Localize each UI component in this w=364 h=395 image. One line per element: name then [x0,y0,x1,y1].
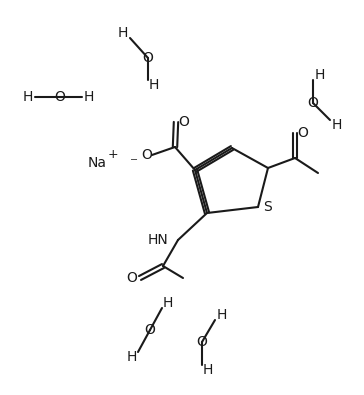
Text: H: H [163,296,173,310]
Text: O: O [143,51,154,65]
Text: Na: Na [88,156,107,170]
Text: S: S [264,200,272,214]
Text: ⁻: ⁻ [130,156,138,171]
Text: H: H [118,26,128,40]
Text: O: O [308,96,318,110]
Text: H: H [332,118,342,132]
Text: H: H [203,363,213,377]
Text: O: O [179,115,189,129]
Text: O: O [197,335,207,349]
Text: HN: HN [147,233,168,247]
Text: O: O [145,323,155,337]
Text: O: O [55,90,66,104]
Text: +: + [108,149,119,162]
Text: O: O [127,271,138,285]
Text: H: H [23,90,33,104]
Text: H: H [127,350,137,364]
Text: O: O [142,148,153,162]
Text: H: H [84,90,94,104]
Text: H: H [149,78,159,92]
Text: H: H [315,68,325,82]
Text: H: H [217,308,227,322]
Text: O: O [297,126,308,140]
